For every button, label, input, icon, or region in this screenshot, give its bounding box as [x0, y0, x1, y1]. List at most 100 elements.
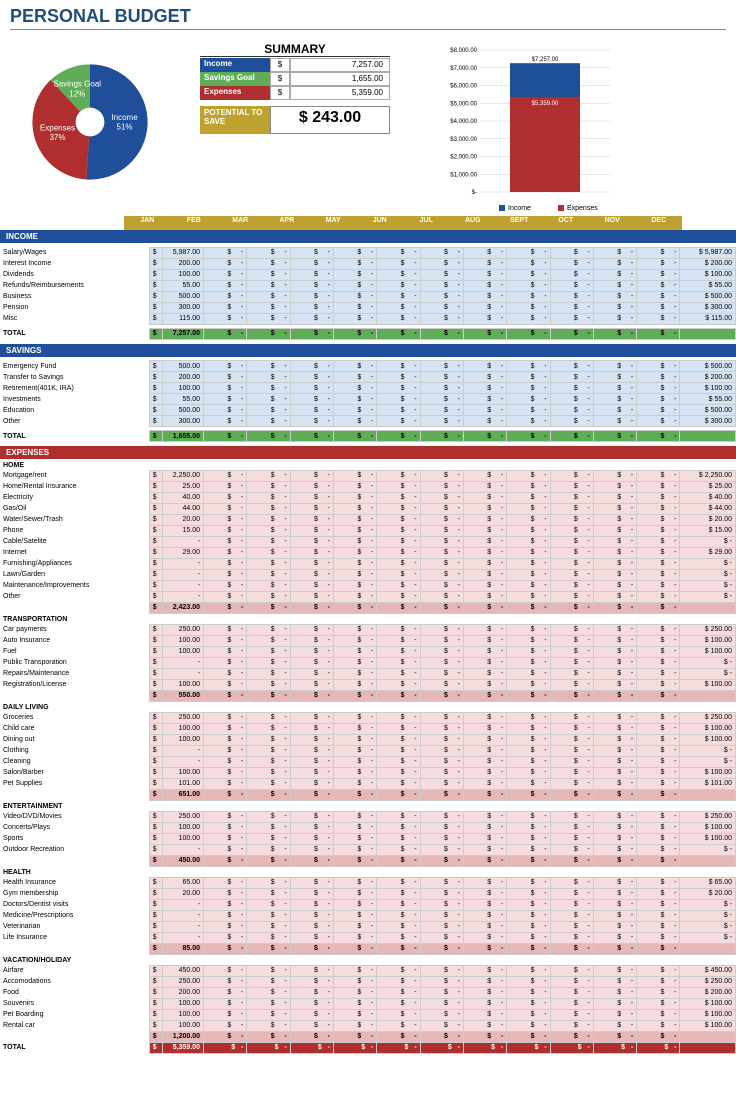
cell[interactable]: $ - [247, 602, 290, 613]
cell[interactable]: $ - [507, 1031, 550, 1042]
cell[interactable]: 55.00 [162, 280, 203, 291]
cell[interactable]: $ - [333, 372, 376, 383]
cell[interactable]: $ - [637, 602, 680, 613]
cell[interactable]: $ [149, 635, 162, 646]
cell[interactable]: $ - [550, 558, 593, 569]
cell[interactable]: $ - [377, 302, 420, 313]
cell[interactable]: 5,987.00 [162, 247, 203, 258]
cell[interactable]: $ - [637, 313, 680, 324]
cell[interactable]: $ - [593, 789, 636, 800]
cell[interactable]: $ - [420, 405, 463, 416]
cell[interactable]: $ - [333, 247, 376, 258]
cell[interactable]: $ - [550, 291, 593, 302]
cell[interactable]: $ - [204, 657, 247, 668]
cell[interactable]: $ - [377, 431, 420, 442]
cell[interactable]: 250.00 [162, 712, 203, 723]
cell[interactable]: $ - [550, 416, 593, 427]
cell[interactable]: $ - [550, 569, 593, 580]
cell[interactable]: $ - [637, 734, 680, 745]
cell[interactable]: $ - [290, 383, 333, 394]
cell[interactable]: $ - [637, 580, 680, 591]
cell[interactable]: - [162, 558, 203, 569]
cell[interactable]: $ - [637, 679, 680, 690]
cell[interactable]: $ - [420, 899, 463, 910]
cell[interactable]: $ [149, 302, 162, 313]
cell[interactable]: $ - [204, 525, 247, 536]
cell[interactable]: $ [149, 547, 162, 558]
cell[interactable]: $ - [204, 734, 247, 745]
cell[interactable]: $ - [247, 558, 290, 569]
cell[interactable]: $ - [333, 602, 376, 613]
cell[interactable]: $ - [550, 591, 593, 602]
cell[interactable]: $ [149, 383, 162, 394]
cell[interactable]: $ - [204, 646, 247, 657]
cell[interactable]: $ - [204, 372, 247, 383]
cell[interactable]: $ - [420, 734, 463, 745]
cell[interactable]: $ - [290, 580, 333, 591]
cell[interactable]: $ - [593, 668, 636, 679]
cell[interactable]: $ - [420, 416, 463, 427]
cell[interactable]: $ - [637, 416, 680, 427]
cell[interactable]: $ - [290, 514, 333, 525]
cell[interactable]: $ - [204, 302, 247, 313]
cell[interactable]: $ - [593, 1009, 636, 1020]
cell[interactable]: 2,250.00 [162, 470, 203, 481]
cell[interactable]: $ - [290, 712, 333, 723]
cell[interactable]: $ - [333, 767, 376, 778]
cell[interactable]: $ - [637, 987, 680, 998]
cell[interactable]: $ - [247, 789, 290, 800]
cell[interactable]: $ - [204, 558, 247, 569]
cell[interactable]: $ - [247, 987, 290, 998]
cell[interactable]: $ - [637, 657, 680, 668]
cell[interactable]: $ [149, 646, 162, 657]
cell[interactable]: $ 55.00 [680, 280, 736, 291]
cell[interactable]: $ - [247, 431, 290, 442]
cell[interactable]: $ - [247, 536, 290, 547]
cell[interactable]: 300.00 [162, 302, 203, 313]
cell[interactable]: 250.00 [162, 976, 203, 987]
cell[interactable]: $ - [463, 602, 506, 613]
cell[interactable]: $ - [420, 1009, 463, 1020]
cell[interactable]: $ - [247, 492, 290, 503]
cell[interactable]: $ [149, 679, 162, 690]
cell[interactable]: $ - [420, 723, 463, 734]
cell[interactable]: $ - [593, 558, 636, 569]
cell[interactable]: $ - [550, 811, 593, 822]
cell[interactable]: $ - [377, 877, 420, 888]
cell[interactable]: $ - [637, 431, 680, 442]
cell[interactable]: $ - [377, 536, 420, 547]
cell[interactable]: $ - [420, 383, 463, 394]
cell[interactable]: $ - [463, 745, 506, 756]
cell[interactable]: $ [149, 778, 162, 789]
cell[interactable]: $ - [593, 767, 636, 778]
cell[interactable]: $ - [550, 756, 593, 767]
cell[interactable]: 250.00 [162, 811, 203, 822]
cell[interactable]: $ [149, 258, 162, 269]
cell[interactable]: $ - [463, 712, 506, 723]
cell[interactable]: $ - [420, 394, 463, 405]
cell[interactable]: $ 200.00 [680, 987, 736, 998]
cell[interactable]: $ - [550, 328, 593, 339]
cell[interactable]: $ - [680, 536, 736, 547]
cell[interactable]: $ 101.00 [680, 778, 736, 789]
cell[interactable]: $ - [550, 778, 593, 789]
cell[interactable]: $ - [593, 690, 636, 701]
cell[interactable]: $ - [507, 1009, 550, 1020]
cell[interactable]: $ - [463, 313, 506, 324]
cell[interactable]: $ [149, 877, 162, 888]
cell[interactable]: $ - [420, 822, 463, 833]
cell[interactable]: $ - [290, 635, 333, 646]
cell[interactable]: $ - [247, 943, 290, 954]
cell[interactable]: $ - [420, 844, 463, 855]
cell[interactable]: $ - [420, 1031, 463, 1042]
cell[interactable]: $ - [290, 569, 333, 580]
cell[interactable]: 65.00 [162, 877, 203, 888]
cell[interactable]: $ - [247, 690, 290, 701]
cell[interactable]: $ - [204, 745, 247, 756]
cell[interactable]: $ - [333, 679, 376, 690]
cell[interactable]: $ 40.00 [680, 492, 736, 503]
cell[interactable]: 100.00 [162, 767, 203, 778]
cell[interactable]: $ - [247, 547, 290, 558]
cell[interactable]: $ - [247, 328, 290, 339]
cell[interactable]: $ - [204, 383, 247, 394]
